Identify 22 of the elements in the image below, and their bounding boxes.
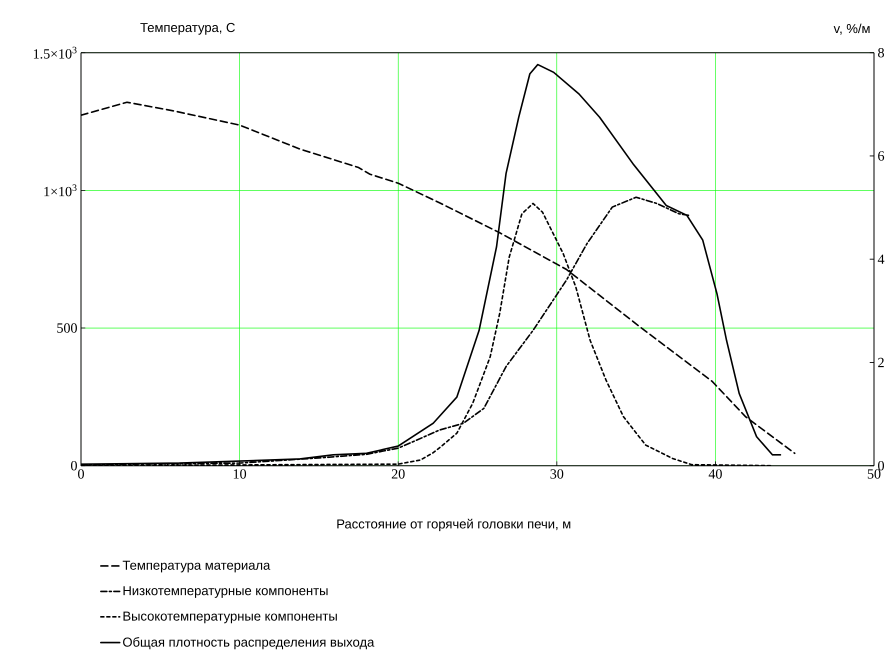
y2-tick-label: 8: [878, 48, 884, 58]
y-tick-label: 500: [57, 323, 77, 333]
y-tick-label: 0: [71, 460, 77, 470]
y2-tick-label: 6: [878, 151, 884, 161]
y2-tick-label: 4: [878, 254, 884, 264]
x-tick-label: 10: [234, 469, 246, 479]
x-tick-label: 40: [708, 469, 722, 479]
x-tick-label: 50: [868, 469, 880, 479]
y2-tick-label: 0: [878, 460, 884, 470]
y-tick-label: 1×10$^{3}$: [44, 184, 77, 196]
x-axis-title: Расстояние от горячей головки печи, м: [337, 518, 570, 532]
y-axis-title: Температура, С: [140, 22, 235, 35]
legend-label: Общая плотность распределения выхода: [123, 637, 374, 650]
x-tick-label: 30: [550, 469, 564, 479]
x-tick-label: 0: [78, 469, 84, 479]
legend-label: Низкотемпературные компоненты: [124, 586, 328, 598]
legend-label: Высокотемпературные компоненты: [124, 612, 337, 624]
y2-axis-title: v, %/м: [834, 24, 870, 35]
x-tick-label: 20: [392, 469, 405, 479]
y-tick-label: 1.5×10$^{3}$: [34, 46, 77, 59]
y2-tick-label: 2: [878, 358, 884, 368]
legend-label: Температура материала: [122, 560, 270, 572]
